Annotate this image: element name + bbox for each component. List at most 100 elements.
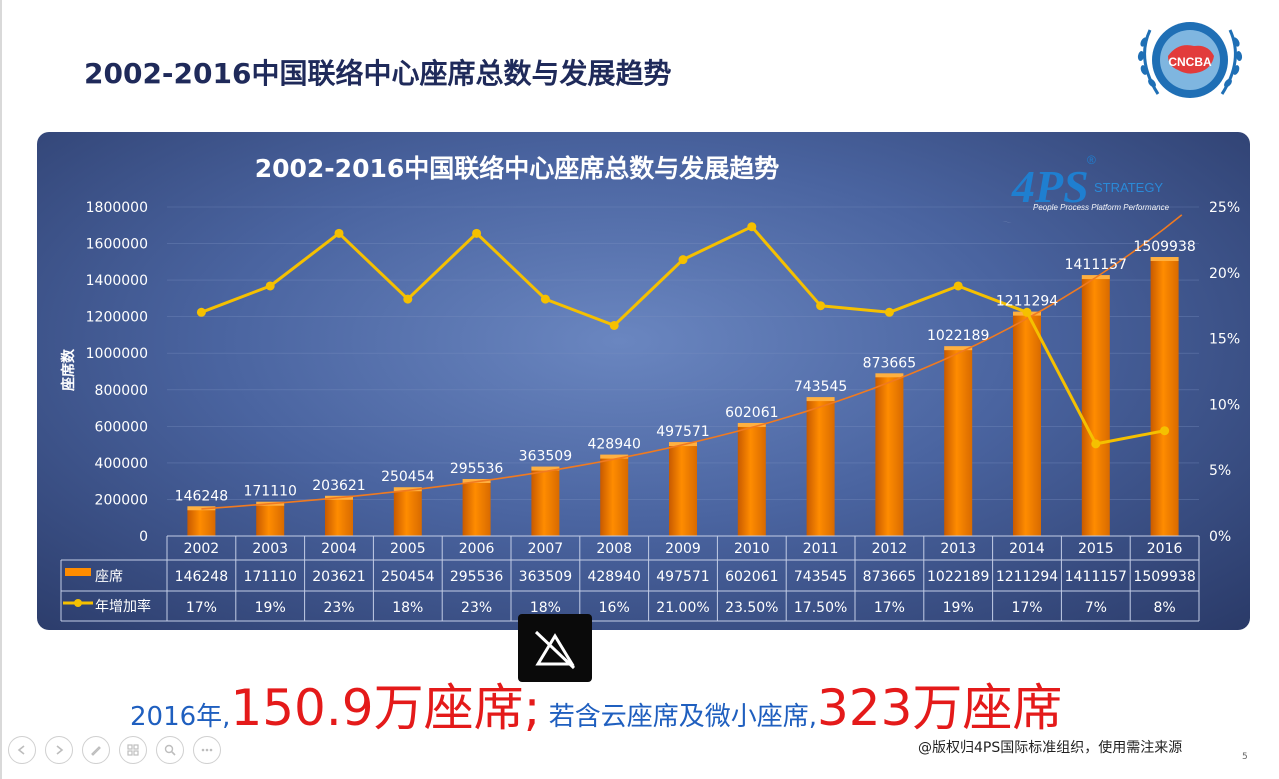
table-rate-value: 18% [392, 600, 423, 616]
slideshow-toolbar [8, 736, 221, 764]
growth-rate-point [884, 307, 894, 317]
table-rate-value: 23% [461, 600, 492, 616]
svg-text:STRATEGY: STRATEGY [1094, 180, 1163, 195]
bar-2005 [393, 490, 422, 536]
arrow-left-icon [17, 745, 25, 755]
growth-rate-point [816, 301, 826, 311]
table-seat-value: 295536 [450, 569, 504, 585]
bar-2016 [1150, 260, 1179, 536]
table-year-header: 2003 [252, 541, 288, 557]
y2-tick-label: 5% [1209, 463, 1231, 479]
cncba-logo: CNCBA [1137, 22, 1243, 98]
legend-bar-swatch [65, 568, 91, 576]
arrow-right-icon [56, 745, 64, 755]
bar-2014 [1013, 314, 1041, 536]
bar-value-label: 497571 [656, 424, 709, 440]
y-tick-label: 400000 [95, 456, 148, 472]
table-rate-value: 16% [599, 600, 630, 616]
bar-cap [875, 373, 904, 378]
y-tick-label: 1600000 [86, 237, 148, 253]
trendline [201, 214, 1183, 510]
slide-edge-line [0, 0, 2, 779]
table-rate-value: 7% [1085, 600, 1107, 616]
bar-value-label: 1411157 [1065, 257, 1127, 273]
table-rate-value: 19% [255, 600, 286, 616]
table-seat-value: 203621 [312, 569, 365, 585]
bar-cap [1150, 257, 1179, 262]
bar-2004 [325, 498, 353, 536]
y-tick-label: 0 [139, 529, 148, 545]
bar-2013 [944, 349, 973, 536]
bar-cap [944, 346, 973, 351]
table-seat-value: 1509938 [1133, 569, 1195, 585]
bar-2015 [1081, 278, 1110, 536]
bar-2011 [806, 400, 835, 536]
table-year-header: 2010 [734, 541, 770, 557]
slide-sorter-button[interactable] [119, 736, 147, 764]
bar-cap [393, 487, 422, 492]
chart-panel: 2002-2016中国联络中心座席总数与发展趋势 4PS ® STRATEGY … [37, 132, 1250, 630]
y-tick-label: 200000 [95, 492, 148, 508]
bar-value-label: 428940 [587, 437, 640, 453]
table-seat-value: 428940 [587, 569, 640, 585]
svg-text:CNCBA: CNCBA [1168, 55, 1212, 69]
growth-rate-point [334, 228, 344, 238]
bar-value-label: 602061 [725, 405, 778, 421]
table-seat-value: 363509 [519, 569, 572, 585]
table-year-header: 2005 [390, 541, 426, 557]
bar-cap [737, 422, 766, 427]
table-seat-value: 1411157 [1065, 569, 1127, 585]
table-seat-value: 497571 [656, 569, 709, 585]
y-tick-label: 1800000 [86, 200, 148, 216]
table-rate-value: 18% [530, 600, 561, 616]
y-tick-label: 600000 [95, 419, 148, 435]
table-seat-value: 873665 [863, 569, 916, 585]
summary-line: 2016年,150.9万座席; 若含云座席及微小座席,323万座席 [130, 668, 1062, 740]
pen-tool-button[interactable] [82, 736, 110, 764]
bar-value-label: 743545 [794, 379, 847, 395]
table-rate-value: 21.00% [656, 600, 709, 616]
zoom-button[interactable] [156, 736, 184, 764]
legend-line-label: 年增加率 [95, 598, 151, 615]
growth-rate-point [678, 255, 688, 265]
magnifier-icon [164, 744, 176, 756]
summary-year: 2016年, [130, 702, 231, 732]
bar-value-label: 250454 [381, 469, 435, 485]
table-rate-value: 23.50% [725, 600, 778, 616]
y2-tick-label: 25% [1209, 200, 1240, 216]
growth-rate-point [540, 294, 550, 304]
bar-value-label: 873665 [863, 355, 916, 371]
y2-tick-label: 15% [1209, 332, 1240, 348]
more-options-button[interactable] [193, 736, 221, 764]
pen-icon [91, 746, 101, 756]
chart-title: 2002-2016中国联络中心座席总数与发展趋势 [255, 154, 780, 183]
growth-rate-point [1160, 426, 1170, 436]
growth-rate-point [472, 228, 482, 238]
table-year-header: 2015 [1078, 541, 1114, 557]
y-axis-label: 座席数 [60, 348, 77, 391]
table-year-header: 2006 [459, 541, 495, 557]
bar-2003 [256, 504, 285, 536]
copyright-notice: @版权归4PS国际标准组织，使用需注来源 [918, 740, 1183, 756]
bar-2007 [531, 469, 560, 536]
table-rate-value: 23% [323, 600, 354, 616]
svg-text:®: ® [1087, 153, 1096, 167]
y2-tick-label: 10% [1209, 397, 1240, 413]
table-year-header: 2013 [940, 541, 976, 557]
legend-bar-label: 座席 [95, 569, 123, 585]
table-rate-value: 8% [1153, 600, 1175, 616]
svg-text:4PS: 4PS [1011, 161, 1089, 212]
y-tick-label: 1400000 [86, 273, 148, 289]
chart-canvas: 2002-2016中国联络中心座席总数与发展趋势 4PS ® STRATEGY … [60, 153, 1240, 622]
growth-rate-point [1091, 439, 1101, 449]
table-rate-value: 17.50% [794, 600, 847, 616]
table-seat-value: 171110 [243, 569, 296, 585]
next-slide-button[interactable] [45, 736, 73, 764]
bar-cap [600, 454, 629, 459]
table-year-header: 2012 [872, 541, 908, 557]
previous-slide-button[interactable] [8, 736, 36, 764]
growth-rate-point [747, 222, 757, 232]
bar-2002 [187, 509, 216, 536]
bar-value-label: 146248 [175, 488, 228, 504]
table-year-header: 2011 [803, 541, 839, 557]
